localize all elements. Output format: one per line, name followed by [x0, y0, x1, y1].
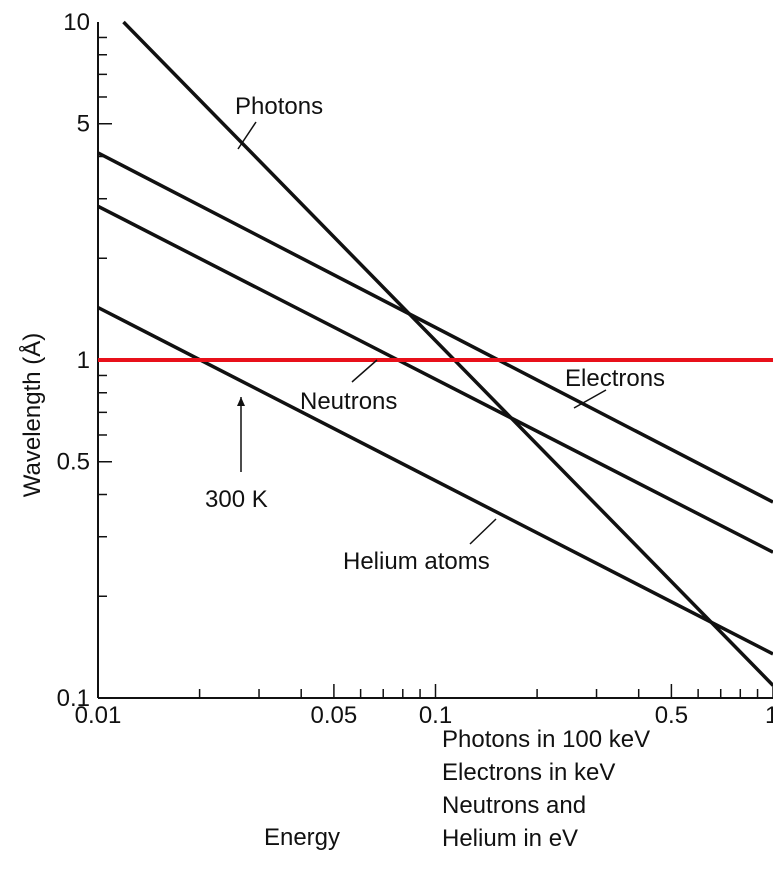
- x-tick-label: 0.1: [419, 702, 452, 729]
- annotation-electrons: Electrons: [565, 365, 665, 392]
- series-line-helium-atoms: [97, 305, 773, 656]
- annotation-300-k: 300 K: [205, 486, 268, 513]
- annotation-helium-atoms: Helium atoms: [343, 548, 490, 575]
- x-tick-label: 0.05: [311, 702, 358, 729]
- unit-note-line: Helium in eV: [442, 825, 578, 852]
- series-line-photons: [122, 20, 773, 687]
- unit-note-line: Neutrons and: [442, 792, 586, 819]
- y-axis-label: Wavelength (Å): [18, 333, 46, 498]
- annotation-leader-electrons: [573, 389, 607, 409]
- y-tick-label: 0.5: [57, 449, 90, 476]
- annotation-leader-neutrons: [351, 359, 378, 383]
- annotation-layer: Photons Electrons Neutrons Helium atoms 300 …: [205, 93, 665, 575]
- annotation-arrowhead: [237, 397, 245, 406]
- y-tick-label: 5: [77, 111, 90, 138]
- unit-note-line: Photons in 100 keV: [442, 726, 650, 753]
- unit-note-line: Electrons in keV: [442, 759, 615, 786]
- y-axis-title: Wavelength (Å): [18, 333, 46, 498]
- annotation-photons: Photons: [235, 93, 323, 120]
- annotation-neutrons: Neutrons: [300, 388, 397, 415]
- y-tick-label: 10: [63, 9, 90, 36]
- x-unit-notes: Photons in 100 keV Electrons in keV Neutro…: [442, 726, 650, 852]
- annotation-leader-helium-atoms: [469, 518, 497, 545]
- series-line-electrons: [97, 151, 773, 504]
- x-tick-label: 1: [765, 702, 773, 729]
- x-tick-label: 0.01: [75, 702, 122, 729]
- y-tick-label: 1: [77, 347, 90, 374]
- x-axis-title: Energy: [264, 824, 340, 851]
- axes: 0.01 0.05 0.1 0.5 1 0.1 0.5 1 5 10: [57, 9, 773, 729]
- series-layer: [97, 20, 773, 687]
- series-line-neutrons: [97, 204, 773, 554]
- x-tick-label: 0.5: [655, 702, 688, 729]
- y-tick-label: 0.1: [57, 685, 90, 712]
- annotation-leader-photons: [237, 121, 257, 150]
